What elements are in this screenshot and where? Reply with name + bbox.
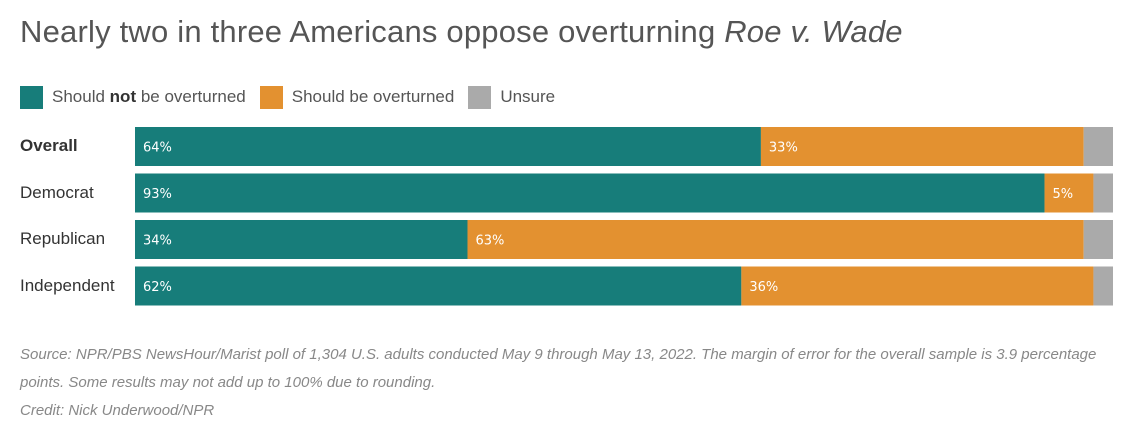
stacked-bar-chart: Overall Democrat Republican Independent … [0, 125, 1144, 311]
category-label-republican: Republican [20, 229, 106, 248]
data-label-overall-should-be-overturned: 33% [769, 141, 798, 156]
chart-title-main: Nearly two in three Americans oppose ove… [20, 14, 725, 49]
bar-democrat-should-be-overturned [1044, 173, 1094, 213]
legend-swatch-unsure [468, 85, 492, 109]
data-label-democrat-should-not-be-overturned: 93% [143, 187, 172, 202]
bars-svg: 64% 33% 93% 5% 34% 63% 62% 36% [135, 127, 1113, 306]
chart-title: Nearly two in three Americans oppose ove… [20, 14, 903, 50]
legend-swatch-overturned [259, 85, 283, 109]
data-label-independent-should-be-overturned: 36% [749, 280, 778, 295]
legend: Should not be overturned Should be overt… [20, 85, 569, 109]
bar-overall-unsure [1083, 127, 1113, 166]
bar-overall-should-be-overturned [760, 127, 1084, 166]
footer: Source: NPR/PBS NewsHour/Marist poll of … [20, 341, 1130, 425]
legend-item-unsure: Unsure [468, 85, 556, 109]
data-label-overall-should-not-be-overturned: 64% [143, 141, 172, 156]
category-label-democrat: Democrat [20, 183, 94, 202]
bar-overall-should-not-be-overturned [135, 127, 761, 166]
legend-item-overturned: Should be overturned [259, 85, 455, 109]
category-label-overall: Overall [20, 136, 78, 155]
legend-swatch-not-overturned [20, 85, 43, 109]
credit-note: Credit: Nick Underwood/NPR [20, 402, 215, 419]
bar-democrat-should-not-be-overturned [135, 173, 1045, 213]
data-label-republican-should-be-overturned: 63% [476, 234, 505, 249]
legend-label-unsure: Unsure [500, 87, 556, 106]
data-label-independent-should-not-be-overturned: 62% [143, 280, 172, 295]
bar-independent-should-be-overturned [741, 266, 1094, 306]
legend-label-not-overturned: Should not be overturned [52, 87, 246, 106]
bar-independent-should-not-be-overturned [135, 266, 742, 306]
bar-republican-unsure [1083, 220, 1113, 259]
data-label-democrat-should-be-overturned: 5% [1053, 187, 1074, 202]
bar-republican-should-not-be-overturned [135, 220, 468, 259]
category-label-independent: Independent [20, 276, 115, 295]
bar-republican-should-be-overturned [467, 220, 1084, 259]
legend-item-not-overturned: Should not be overturned [20, 85, 246, 109]
source-note: Source: NPR/PBS NewsHour/Marist poll of … [20, 346, 1097, 391]
legend-label-overturned: Should be overturned [291, 87, 455, 106]
bar-democrat-unsure [1093, 173, 1113, 213]
chart-title-italic: Roe v. Wade [724, 14, 903, 49]
data-label-republican-should-not-be-overturned: 34% [143, 234, 172, 249]
bar-independent-unsure [1093, 266, 1113, 306]
